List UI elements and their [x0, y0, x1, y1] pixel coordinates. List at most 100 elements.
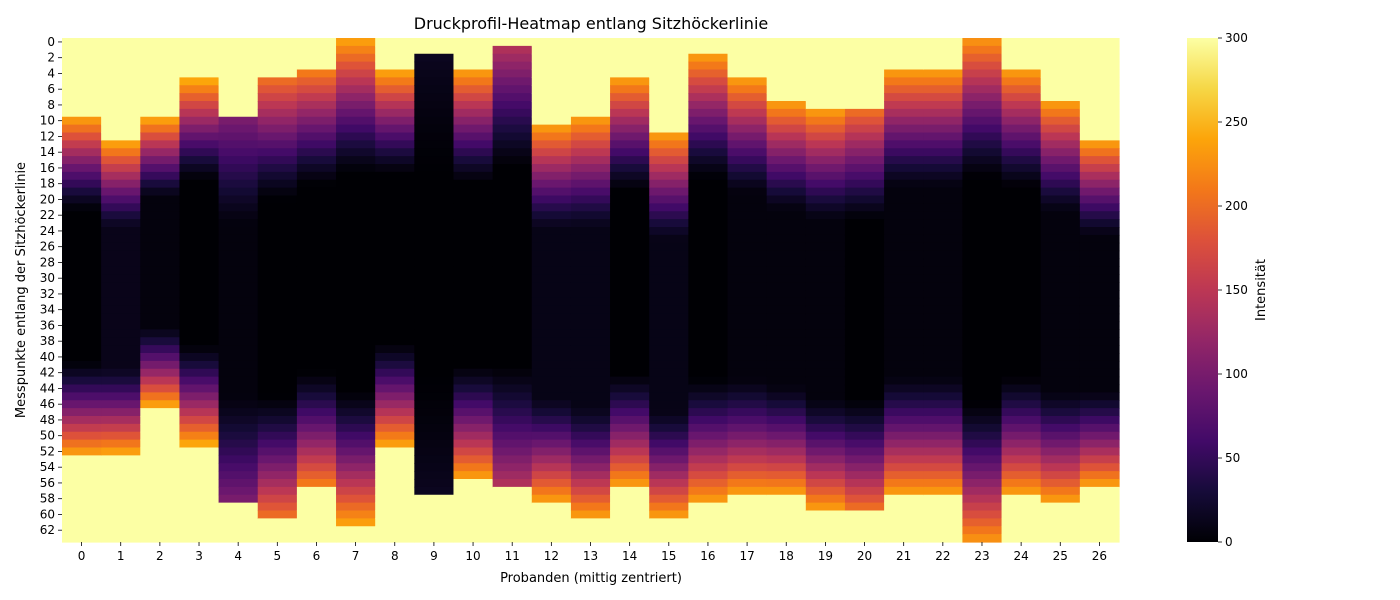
heatmap-cell	[727, 116, 768, 126]
heatmap-cell	[962, 392, 1003, 401]
heatmap-cell	[610, 69, 650, 78]
heatmap-cell	[610, 156, 650, 165]
heatmap-cell	[962, 187, 1003, 197]
heatmap-cell	[962, 455, 1003, 464]
heatmap-cell	[1079, 321, 1120, 330]
heatmap-cell	[101, 423, 141, 433]
heatmap-cell	[453, 502, 494, 512]
heatmap-cell	[1079, 156, 1120, 165]
heatmap-cell	[257, 337, 298, 346]
heatmap-cell	[453, 77, 494, 86]
heatmap-cell	[179, 242, 220, 252]
heatmap-cell	[884, 518, 924, 527]
heatmap-cell	[62, 258, 102, 267]
heatmap-cell	[257, 282, 298, 291]
heatmap-cell	[1040, 69, 1081, 78]
heatmap-cell	[844, 305, 885, 315]
heatmap-cell	[923, 297, 964, 307]
heatmap-cell	[727, 337, 768, 346]
heatmap-cell	[140, 290, 181, 299]
heatmap-cell	[336, 321, 376, 330]
heatmap-cell	[1079, 69, 1120, 78]
heatmap-cell	[688, 38, 729, 47]
heatmap-cell	[140, 282, 181, 291]
heatmap-cell	[140, 353, 181, 362]
x-axis: 0 1 2 3 4 5 6 7 8 9 10 11 12 13 14 15 16 17 18 19 20 21 22 23 24…	[78, 542, 1107, 563]
heatmap-cell	[805, 534, 846, 543]
heatmap-cell	[805, 108, 846, 118]
heatmap-cell	[101, 69, 141, 78]
heatmap-cell	[766, 77, 807, 86]
heatmap-cell	[375, 179, 415, 189]
heatmap-cell	[570, 360, 611, 370]
heatmap-cell	[766, 38, 807, 47]
heatmap-cell	[570, 353, 611, 362]
heatmap-cell	[1001, 376, 1042, 386]
heatmap-cell	[140, 510, 181, 519]
heatmap-cell	[414, 408, 455, 417]
heatmap-cell	[766, 376, 807, 386]
heatmap-cell	[727, 148, 768, 157]
heatmap-cell	[1040, 353, 1081, 362]
heatmap-cell	[1040, 258, 1081, 267]
heatmap-cell	[336, 486, 376, 496]
heatmap-cell	[336, 164, 376, 173]
heatmap-cell	[414, 179, 455, 189]
heatmap-cell	[962, 360, 1003, 370]
heatmap-cell	[610, 274, 650, 283]
heatmap-cell	[1040, 392, 1081, 401]
heatmap-cell	[179, 124, 220, 134]
heatmap-cell	[179, 431, 220, 441]
heatmap-cell	[727, 274, 768, 283]
heatmap-cell	[688, 108, 729, 118]
heatmap-cell	[296, 502, 337, 512]
heatmap-cell	[766, 53, 807, 63]
heatmap-cell	[453, 518, 494, 527]
heatmap-cell	[610, 400, 650, 409]
heatmap-cell	[375, 203, 415, 212]
heatmap-cell	[610, 77, 650, 86]
heatmap-cell	[375, 211, 415, 220]
heatmap-cell	[688, 179, 729, 189]
heatmap-cell	[727, 376, 768, 386]
heatmap-cell	[1079, 416, 1120, 425]
heatmap-cell	[923, 258, 964, 267]
heatmap-cell	[62, 400, 102, 409]
heatmap-cell	[766, 211, 807, 220]
heatmap-cell	[1001, 179, 1042, 189]
heatmap-cell	[453, 282, 494, 291]
heatmap-cell	[296, 408, 337, 417]
heatmap-cell	[805, 250, 846, 260]
heatmap-cell	[688, 242, 729, 252]
heatmap-cell	[140, 297, 181, 307]
heatmap-cell	[257, 471, 298, 480]
heatmap-cell	[492, 187, 533, 197]
heatmap-cell	[727, 227, 768, 236]
heatmap-cell	[62, 502, 102, 512]
heatmap-cell	[257, 234, 298, 244]
heatmap-cell	[375, 53, 415, 63]
heatmap-cell	[179, 156, 220, 165]
heatmap-cell	[140, 179, 181, 189]
heatmap-cell	[101, 140, 141, 149]
heatmap-cell	[414, 479, 455, 488]
heatmap-cell	[727, 486, 768, 496]
heatmap-cell	[336, 187, 376, 197]
heatmap-cell	[1001, 368, 1042, 378]
heatmap-cell	[688, 416, 729, 425]
heatmap-cell	[805, 211, 846, 220]
heatmap-cell	[218, 510, 259, 519]
heatmap-cell	[688, 227, 729, 236]
heatmap-cell	[844, 164, 885, 173]
heatmap-cell	[62, 164, 102, 173]
heatmap-cell	[414, 463, 455, 472]
heatmap-cell	[923, 219, 964, 228]
heatmap-cell	[257, 116, 298, 126]
heatmap-cell	[844, 526, 885, 535]
heatmap-cell	[884, 211, 924, 220]
heatmap-cell	[1040, 431, 1081, 441]
x-tick-label: 1	[117, 549, 125, 563]
heatmap-cell	[766, 101, 807, 110]
heatmap-cell	[1001, 408, 1042, 417]
